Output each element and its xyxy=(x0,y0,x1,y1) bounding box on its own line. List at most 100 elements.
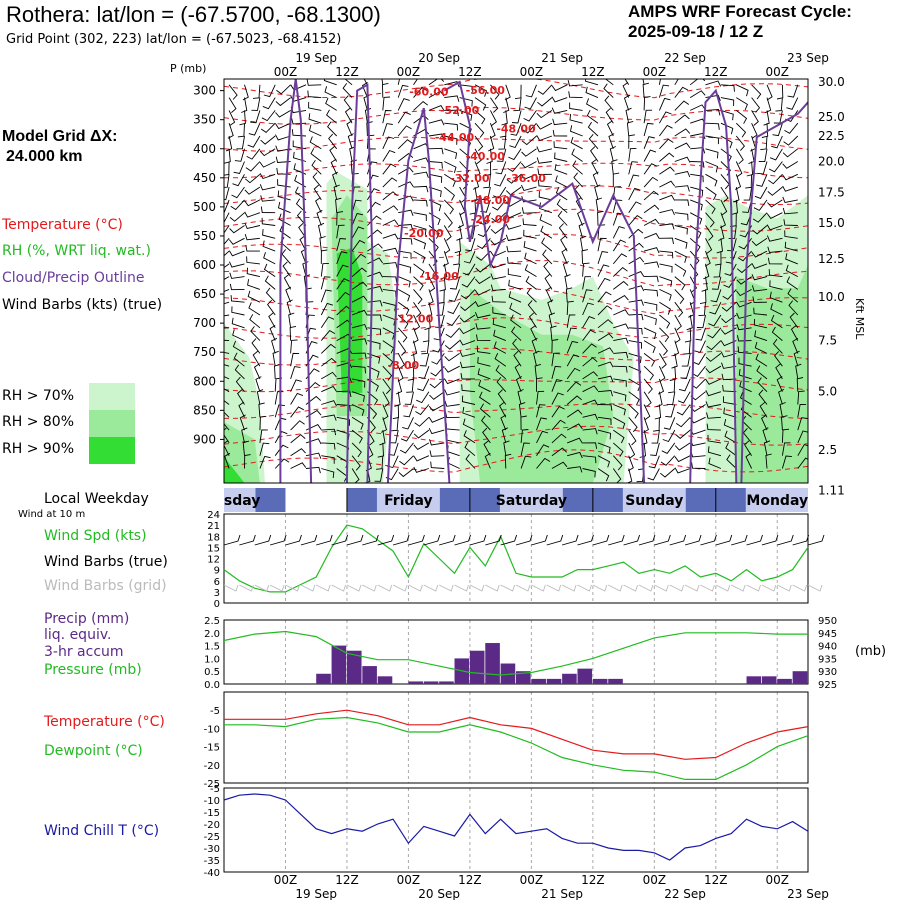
weekday-label: Sunday xyxy=(625,493,683,509)
wind-barb xyxy=(767,257,783,265)
wind-barb xyxy=(446,314,460,327)
legend-rh70: RH > 70% xyxy=(2,388,75,404)
wind-panel-tick-label: 9 xyxy=(214,566,220,577)
wind-barb xyxy=(796,377,804,392)
wind-barb xyxy=(659,288,672,301)
windchill-panel-tick-label: -10 xyxy=(204,796,220,807)
wind-barb xyxy=(757,161,768,175)
wind-barb xyxy=(490,250,506,257)
wind-barb xyxy=(244,454,251,469)
wind-barb xyxy=(224,440,230,456)
wind-barb xyxy=(474,110,486,125)
wind-barb xyxy=(726,454,737,469)
wind-barb xyxy=(244,199,261,207)
bottom-time-tick-label: 00Z xyxy=(397,873,421,887)
wind-barb xyxy=(718,225,725,241)
wind-barb xyxy=(628,404,639,419)
wind-barb xyxy=(437,289,445,304)
wind-barb xyxy=(313,184,322,201)
bottom-date-label: 22 Sep xyxy=(664,887,706,900)
wind-barb xyxy=(566,327,577,341)
wind-barb xyxy=(320,330,336,341)
wind-barb xyxy=(613,429,625,444)
surface-wind-barb xyxy=(761,534,779,546)
wind-barb xyxy=(397,125,412,137)
wind-barb xyxy=(609,146,616,162)
wind-barb xyxy=(782,148,799,158)
wind-barb xyxy=(351,455,361,471)
wind-barb xyxy=(597,429,612,440)
legend-precip-2: liq. equiv. xyxy=(44,627,112,643)
wind-barb xyxy=(351,391,365,402)
grid-wind-barb xyxy=(577,584,592,592)
wind-barb xyxy=(474,135,484,152)
wind-barb xyxy=(382,378,392,395)
wind-barb xyxy=(488,135,495,152)
wind-barb xyxy=(246,267,261,278)
wind-barb xyxy=(659,223,675,230)
wind-barb xyxy=(462,418,476,431)
wind-barb xyxy=(511,110,522,124)
wind-barb xyxy=(461,395,476,405)
wind-barb xyxy=(282,261,291,277)
precip-panel-tick-label: 0.5 xyxy=(204,667,220,678)
wind-barb xyxy=(224,263,230,269)
wind-barb xyxy=(543,261,553,277)
surface-wind-barb xyxy=(592,534,610,546)
wind-barb xyxy=(565,287,573,303)
wind-barb xyxy=(504,84,511,101)
wind-barb xyxy=(290,420,305,431)
wind-barb xyxy=(659,138,674,150)
bottom-time-tick-label: 12Z xyxy=(335,873,359,887)
wind-barb xyxy=(540,225,553,239)
grid-wind-barb xyxy=(700,584,715,592)
wind-barb xyxy=(395,378,403,395)
wind-barb xyxy=(582,262,590,277)
pressure-right-tick-label: 950 xyxy=(818,616,837,627)
wind-panel-frame xyxy=(223,513,809,604)
wind-barb xyxy=(382,219,399,226)
wind-barb xyxy=(650,442,660,456)
wind-barb xyxy=(536,135,553,142)
wind-barb xyxy=(229,283,245,291)
wind-barb xyxy=(298,222,307,239)
wind-barb xyxy=(520,455,532,469)
wind-barb xyxy=(737,250,752,262)
wind-barb xyxy=(285,286,292,303)
wind-panel-tick-label: 21 xyxy=(207,521,220,532)
temperature-contour-label: -44.00 xyxy=(435,131,475,144)
wind-barb xyxy=(428,212,441,226)
wind-barb xyxy=(477,225,491,238)
wind-barb xyxy=(588,134,599,150)
wind-barb xyxy=(720,174,730,190)
grid-wind-barb xyxy=(254,584,270,592)
wind-barb xyxy=(308,101,322,111)
precip-bar xyxy=(439,681,454,684)
wind-barb xyxy=(754,186,768,199)
wind-barb xyxy=(428,404,445,412)
temp-panel-tick-label: -5 xyxy=(210,706,220,717)
wind-barb xyxy=(382,233,399,240)
wind-barb xyxy=(705,122,720,130)
wind-barb xyxy=(628,442,636,459)
wind-barb xyxy=(781,428,790,443)
wind-barb xyxy=(537,97,553,107)
rh70-region xyxy=(367,241,399,483)
wind-barb xyxy=(528,312,537,329)
temperature-contour-label: -20.00 xyxy=(404,227,444,240)
wind-barb xyxy=(228,97,237,113)
wind-barb xyxy=(490,97,499,113)
wind-barb xyxy=(427,289,434,305)
wind-barb xyxy=(763,440,771,456)
wind-barb xyxy=(797,404,807,418)
wind-barb xyxy=(643,327,657,340)
precip-bar xyxy=(377,676,393,684)
wind-barb xyxy=(490,110,497,126)
wind-barb xyxy=(413,212,427,221)
wind-barb xyxy=(303,274,311,290)
wind-barb xyxy=(659,353,667,369)
wind-barb xyxy=(444,161,457,174)
wind-barb xyxy=(277,179,291,188)
wind-barb xyxy=(643,109,653,124)
legend-wind-barbs: Wind Barbs (kts) (true) xyxy=(2,297,163,313)
